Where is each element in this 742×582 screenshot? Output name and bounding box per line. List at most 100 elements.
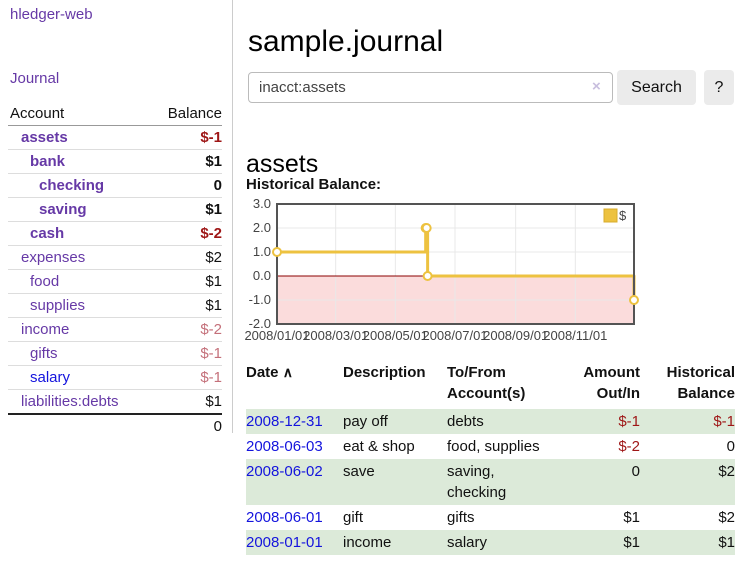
y-axis-tick-label: -1.0: [249, 292, 271, 307]
data-point: [629, 295, 639, 305]
chart-title: Historical Balance:: [246, 176, 382, 193]
sidebar-item-journal[interactable]: Journal: [10, 70, 60, 87]
help-button[interactable]: ?: [704, 70, 734, 105]
account-link[interactable]: saving: [39, 201, 87, 218]
transaction-row: 2008-06-01 gift gifts $1 $2: [246, 505, 735, 530]
transaction-balance: 0: [726, 438, 735, 455]
account-balance: $1: [151, 389, 222, 414]
x-axis-tick-label: 2008/07/01: [422, 328, 487, 343]
data-point: [421, 223, 432, 233]
account-balance: 0: [151, 173, 222, 198]
search-button[interactable]: Search: [617, 70, 696, 105]
y-axis-tick-label: 3.0: [253, 198, 271, 211]
account-row: supplies $1: [8, 293, 222, 318]
transaction-description: income: [343, 534, 392, 551]
x-axis-tick-label: 2008/11/01: [543, 328, 607, 343]
x-axis-tick-label: 2008/09/01: [483, 328, 548, 343]
account-balance: $-1: [151, 365, 222, 390]
transaction-amount: $1: [623, 534, 640, 551]
transaction-amount: $1: [623, 509, 640, 526]
historical-balance-chart: 3.0 2.0 1.0 0.0 -1.0 -2.02008/01/012008/03/01…: [244, 198, 639, 343]
transaction-amount: $-2: [618, 438, 640, 455]
x-axis-tick-label: 2008/05/01: [363, 328, 428, 343]
account-link[interactable]: liabilities:debts: [21, 393, 119, 410]
plot-border: [276, 203, 635, 325]
account-link[interactable]: bank: [30, 153, 66, 170]
transaction-accounts: food, supplies: [447, 438, 540, 455]
transaction-accounts: gifts: [447, 509, 475, 526]
transaction-balance: $-1: [713, 413, 735, 430]
account-link[interactable]: food: [30, 273, 60, 290]
sidebar: hledger-web Journal Account Balance asse…: [0, 0, 233, 438]
y-axis-tick-label: -2.0: [249, 316, 271, 331]
account-balance: $-2: [151, 317, 222, 342]
balance-column-header: Historical Balance: [666, 364, 735, 402]
account-link[interactable]: checking: [39, 177, 105, 194]
transaction-row: 2008-06-02 save saving, checking 0 $2: [246, 459, 735, 505]
accounts-column-header: Account: [8, 102, 152, 126]
account-row: income $-2: [8, 317, 222, 342]
x-axis-tick-label: 2008/03/01: [303, 328, 368, 343]
account-balance: $1: [151, 269, 222, 294]
clear-search-icon[interactable]: ×: [592, 78, 601, 95]
account-row: gifts $-1: [8, 341, 222, 366]
account-balance: $1: [151, 149, 222, 174]
transaction-balance: $2: [718, 463, 735, 480]
transaction-description: save: [343, 463, 375, 480]
y-axis-tick-label: 2.0: [253, 220, 271, 235]
transaction-date-link[interactable]: 2008-01-01: [246, 534, 323, 551]
transaction-date-link[interactable]: 2008-06-03: [246, 438, 323, 455]
transaction-description: eat & shop: [343, 438, 415, 455]
data-point: [272, 247, 282, 257]
account-link[interactable]: supplies: [30, 297, 86, 314]
date-column-header[interactable]: Date ∧: [246, 364, 293, 381]
account-row: checking 0: [8, 173, 222, 198]
account-balance: $1: [151, 293, 222, 318]
account-link[interactable]: salary: [30, 369, 71, 386]
data-point: [422, 271, 433, 281]
accounts-total-balance: 0: [151, 413, 222, 438]
account-link[interactable]: expenses: [21, 249, 86, 266]
transaction-description: gift: [343, 509, 364, 526]
transaction-date-link[interactable]: 2008-06-01: [246, 509, 323, 526]
transactions-table: Date ∧ Description To/From Account(s) Am…: [246, 360, 735, 555]
account-row: assets $-1: [8, 125, 222, 150]
transaction-accounts: salary: [447, 534, 488, 551]
accounts-total-row: 0: [8, 413, 222, 438]
account-link[interactable]: assets: [21, 129, 68, 146]
account-row: liabilities:debts $1: [8, 389, 222, 414]
legend-swatch: [603, 208, 618, 223]
account-balance: $1: [151, 197, 222, 222]
app-title-link[interactable]: hledger-web: [10, 6, 93, 23]
transaction-date-link[interactable]: 2008-12-31: [246, 413, 323, 430]
tofrom-column-header: To/From Account(s): [447, 364, 526, 402]
amount-column-header: Amount Out/In: [583, 364, 640, 402]
account-row: bank $1: [8, 149, 222, 174]
account-link[interactable]: cash: [30, 225, 65, 242]
account-link[interactable]: income: [21, 321, 70, 338]
account-row: saving $1: [8, 197, 222, 222]
x-axis-tick-label: 2008/01/01: [244, 328, 309, 343]
legend-label: $: [619, 208, 627, 223]
account-balance: $2: [151, 245, 222, 270]
y-axis-tick-label: 1.0: [253, 244, 271, 259]
transaction-balance: $2: [718, 509, 735, 526]
transaction-accounts: debts: [447, 413, 484, 430]
account-row: expenses $2: [8, 245, 222, 270]
transaction-date-link[interactable]: 2008-06-02: [246, 463, 323, 480]
account-heading: assets: [246, 149, 319, 178]
transaction-row: 2008-01-01 income salary $1 $1: [246, 530, 735, 555]
account-row: cash $-2: [8, 221, 222, 246]
page-title: sample.journal: [248, 25, 444, 59]
transaction-row: 2008-12-31 pay off debts $-1 $-1: [246, 409, 735, 434]
accounts-table-header: Account Balance: [8, 102, 222, 126]
account-balance: $-2: [151, 221, 222, 246]
account-balance: $-1: [151, 125, 222, 150]
transaction-amount: $-1: [618, 413, 640, 430]
transaction-accounts: saving, checking: [447, 463, 507, 501]
transaction-description: pay off: [343, 413, 388, 430]
account-link[interactable]: gifts: [30, 345, 58, 362]
y-axis-tick-label: 0.0: [253, 268, 271, 283]
transaction-balance: $1: [718, 534, 735, 551]
search-input[interactable]: [248, 72, 613, 103]
